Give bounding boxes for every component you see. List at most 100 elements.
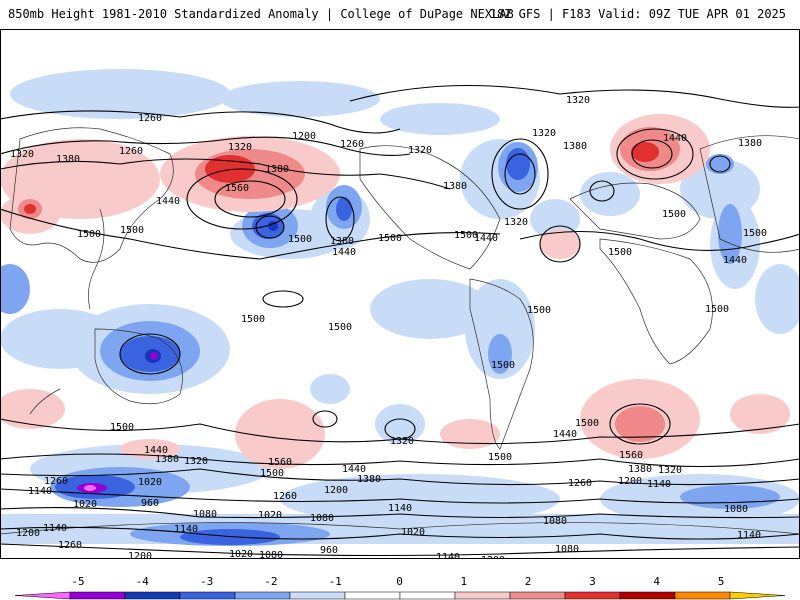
contour-label: 1500 bbox=[491, 360, 515, 371]
contour-label: 1200 bbox=[324, 485, 348, 496]
colorbar-tick-label: -4 bbox=[136, 575, 150, 588]
contour-label: 1320 bbox=[184, 456, 208, 467]
contour-label: 1260 bbox=[58, 540, 82, 551]
contour-label: 1500 bbox=[743, 228, 767, 239]
contour-label: 1440 bbox=[663, 133, 687, 144]
colorbar-segment bbox=[564, 591, 621, 600]
colorbar-segment bbox=[454, 591, 511, 600]
header: 850mb Height 1981-2010 Standardized Anom… bbox=[0, 0, 800, 28]
contour-label: 1080 bbox=[724, 504, 748, 515]
colorbar-tick-label: 1 bbox=[460, 575, 467, 588]
contour-label: 1020 bbox=[229, 549, 253, 559]
contour-label: 1500 bbox=[241, 314, 265, 325]
colorbar-tick-label: -1 bbox=[329, 575, 342, 588]
colorbar-legend: -5 -4 -3 -2 -1 0 1 2 3 4 5 bbox=[14, 575, 786, 600]
contour-label: 1440 bbox=[474, 233, 498, 244]
contour-label: 1500 bbox=[110, 422, 134, 433]
colorbar bbox=[14, 591, 786, 600]
contour-label: 1500 bbox=[77, 229, 101, 240]
colorbar-tick-label: -2 bbox=[264, 575, 277, 588]
colorbar-tick-label: -5 bbox=[71, 575, 84, 588]
contour-label: 1500 bbox=[488, 452, 512, 463]
contour-label: 960 bbox=[141, 498, 159, 509]
contour-label: 1500 bbox=[705, 304, 729, 315]
colorbar-segment bbox=[619, 591, 676, 600]
contour-label: 1500 bbox=[662, 209, 686, 220]
colorbar-segment bbox=[69, 591, 126, 600]
contour-label: 1440 bbox=[156, 196, 180, 207]
colorbar-tick-label: 0 bbox=[396, 575, 403, 588]
colorbar-tick-label: -3 bbox=[200, 575, 213, 588]
contour-label: 1500 bbox=[328, 322, 352, 333]
contour-label: 1380 bbox=[738, 138, 762, 149]
contour-label: 1200 bbox=[618, 476, 642, 487]
contour-label: 1260 bbox=[138, 113, 162, 124]
contour-label: 1380 bbox=[628, 464, 652, 475]
contour-label: 1380 bbox=[330, 236, 354, 247]
contour-label: 1080 bbox=[310, 513, 334, 524]
contour-label: 1500 bbox=[288, 234, 312, 245]
colorbar-segment bbox=[399, 591, 456, 600]
contour-label: 1020 bbox=[138, 477, 162, 488]
contour-label: 1320 bbox=[408, 145, 432, 156]
contour-label: 1440 bbox=[144, 445, 168, 456]
colorbar-segment bbox=[124, 591, 181, 600]
contour-label: 1500 bbox=[120, 225, 144, 236]
colorbar-tick-label: 3 bbox=[589, 575, 596, 588]
contour-label: 1320 bbox=[532, 128, 556, 139]
contour-label: 1260 bbox=[568, 478, 592, 489]
contour-label: 1260 bbox=[340, 139, 364, 150]
contour-label: 1200 bbox=[128, 551, 152, 559]
contour-label: 1320 bbox=[228, 142, 252, 153]
colorbar-segment bbox=[289, 591, 346, 600]
contour-labels: 1320 1260 1200 1260 1320 1320 1380 1260 1380 1320… bbox=[10, 95, 767, 559]
contour-label: 1020 bbox=[401, 527, 425, 538]
contour-label: 1500 bbox=[575, 418, 599, 429]
contour-label: 1200 bbox=[16, 528, 40, 539]
contour-label: 1260 bbox=[44, 476, 68, 487]
contour-label: 1440 bbox=[723, 255, 747, 266]
contour-label: 1380 bbox=[357, 474, 381, 485]
contour-label: 1200 bbox=[481, 555, 505, 559]
anomaly-pos-3 bbox=[24, 142, 659, 214]
contour-label: 1380 bbox=[443, 181, 467, 192]
contour-label: 1080 bbox=[543, 516, 567, 527]
contour-label: 1260 bbox=[119, 146, 143, 157]
contour-label: 1140 bbox=[174, 524, 198, 535]
colorbar-tick-label: 4 bbox=[653, 575, 660, 588]
contour-label: 1320 bbox=[10, 149, 34, 160]
colorbar-segment bbox=[509, 591, 566, 600]
contour-label: 1440 bbox=[332, 247, 356, 258]
contour-label: 1140 bbox=[28, 486, 52, 497]
contour-label: 1320 bbox=[658, 465, 682, 476]
contour-label: 1140 bbox=[737, 530, 761, 541]
map-title: 850mb Height 1981-2010 Standardized Anom… bbox=[8, 7, 514, 21]
colorbar-segment bbox=[344, 591, 401, 600]
model-run-info: 18Z GFS | F183 Valid: 09Z TUE APR 01 202… bbox=[489, 7, 786, 21]
colorbar-tick-label: 2 bbox=[525, 575, 532, 588]
anomaly-map[interactable]: 1320 1260 1200 1260 1320 1320 1380 1260 1380 1320… bbox=[0, 29, 800, 559]
anomaly-pos-1 bbox=[0, 114, 790, 469]
contour-label: 1140 bbox=[647, 479, 671, 490]
contour-label: 1380 bbox=[155, 454, 179, 465]
contour-label: 1500 bbox=[378, 233, 402, 244]
height-contours bbox=[0, 84, 800, 557]
contour-label: 1140 bbox=[43, 523, 67, 534]
contour-label: 1560 bbox=[619, 450, 643, 461]
colorbar-segment bbox=[674, 591, 731, 600]
colorbar-segment bbox=[729, 591, 786, 600]
contour-label: 1140 bbox=[388, 503, 412, 514]
colorbar-segment bbox=[14, 591, 71, 600]
contour-label: 1440 bbox=[553, 429, 577, 440]
contour-label: 1320 bbox=[390, 436, 414, 447]
coastlines bbox=[0, 127, 800, 535]
contour-label: 1140 bbox=[436, 552, 460, 559]
contour-label: 1500 bbox=[260, 468, 284, 479]
colorbar-segment bbox=[179, 591, 236, 600]
contour-label: 1440 bbox=[342, 464, 366, 475]
contour-label: 1200 bbox=[292, 131, 316, 142]
contour-label: 1500 bbox=[608, 247, 632, 258]
colorbar-tick-label: 5 bbox=[718, 575, 725, 588]
contour-label: 1020 bbox=[258, 510, 282, 521]
anomaly-neg-core bbox=[77, 221, 278, 493]
